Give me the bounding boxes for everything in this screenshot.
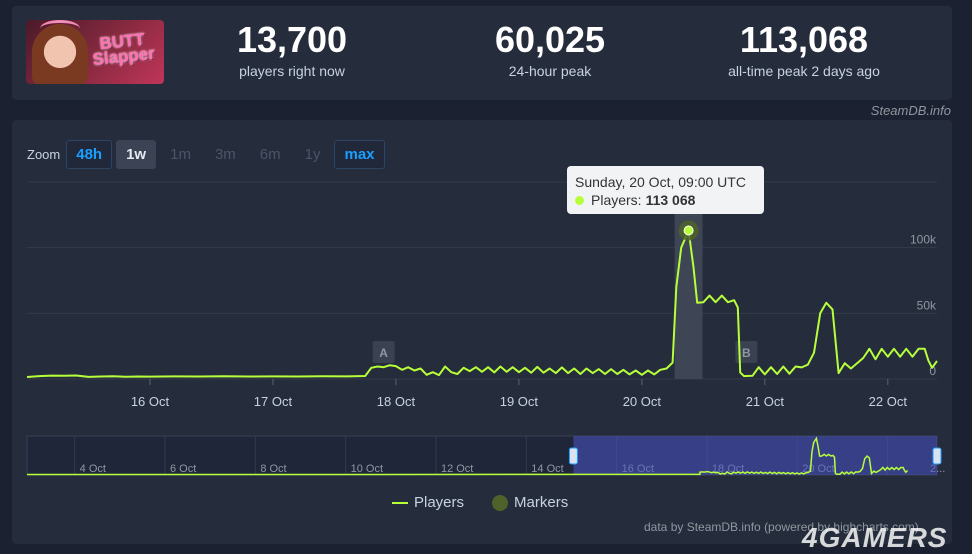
navigator-date-label: 4 Oct	[80, 463, 106, 475]
marker-label: B	[742, 346, 751, 360]
chart-legend: Players Markers	[392, 494, 568, 511]
players-legend-line	[392, 501, 408, 504]
legend-players[interactable]: Players	[414, 494, 465, 511]
all-time-peak-label: all-time peak 2 days ago	[728, 63, 880, 79]
y-tick-label: 0	[929, 364, 936, 378]
navigator-selection	[573, 436, 937, 475]
highcharts-credit[interactable]: data by SteamDB.info (powered by highcha…	[644, 520, 919, 534]
marker-flag	[735, 341, 758, 363]
hover-point	[678, 220, 699, 241]
zoom-selector: Zoom 48h 1w 1m 3m 6m 1y max	[27, 140, 389, 169]
tooltip-date: Sunday, 20 Oct, 09:00 UTC	[575, 174, 746, 190]
x-tick-label: 20 Oct	[623, 394, 662, 409]
navigator-handle-right	[932, 447, 942, 465]
zoom-max-button[interactable]: max	[334, 140, 385, 169]
zoom-1m-button[interactable]: 1m	[170, 146, 191, 163]
navigator-date-label: 12 Oct	[441, 463, 473, 475]
marker-flag	[372, 341, 395, 363]
zoom-1w-button[interactable]: 1w	[116, 140, 157, 169]
x-tick-label: 18 Oct	[377, 394, 416, 409]
tooltip-series-dot	[575, 195, 584, 205]
y-tick-label: 50k	[917, 298, 937, 312]
zoom-6m-button[interactable]: 6m	[259, 146, 281, 163]
hover-crosshair	[674, 182, 703, 379]
players-series-line	[26, 229, 938, 378]
marker-label: A	[379, 346, 388, 360]
character-art	[32, 24, 88, 84]
watermark: 4GAMERS	[802, 522, 948, 553]
navigator-handle-left	[568, 447, 578, 465]
navigator-date-label: 10 Oct	[351, 463, 383, 475]
navigator-date-label: 6 Oct	[170, 463, 196, 475]
x-tick-label: 19 Oct	[500, 394, 539, 409]
current-players-value: 13,700	[236, 19, 348, 60]
stat-24h-peak: 60,025 24-hour peak	[450, 19, 650, 80]
x-tick-label: 17 Oct	[254, 394, 293, 409]
legend-markers[interactable]: Markers	[514, 494, 569, 511]
stat-all-time-peak: 113,068 all-time peak 2 days ago	[704, 19, 904, 80]
x-axis: 16 Oct 17 Oct 18 Oct 19 Oct 20 Oct 21 Oct 22 O…	[131, 379, 908, 409]
tooltip-series-label: Players:	[591, 192, 642, 208]
chart-tooltip: Sunday, 20 Oct, 09:00 UTC Players: 113 0…	[567, 166, 764, 214]
x-tick-label: 21 Oct	[746, 394, 785, 409]
chart-gridlines	[27, 181, 937, 380]
hover-dot	[683, 225, 694, 236]
zoom-48h-button[interactable]: 48h	[66, 140, 113, 169]
24h-peak-label: 24-hour peak	[508, 63, 592, 79]
all-time-peak-value: 113,068	[739, 19, 869, 60]
zoom-1y-button[interactable]: 1y	[304, 146, 321, 163]
tooltip-value: 113 068	[645, 192, 696, 208]
steamdb-credit[interactable]: SteamDB.info	[870, 103, 951, 118]
x-tick-label: 22 Oct	[869, 394, 908, 409]
markers-legend-dot	[492, 494, 509, 511]
navigator-series-line	[26, 436, 909, 476]
x-tick-label: 16 Oct	[131, 394, 170, 409]
navigator-date-label: 8 Oct	[260, 463, 286, 475]
stats-bar: BUTT Slapper 13,700 players right now 60…	[12, 6, 952, 100]
navigator-date-label: 14 Oct	[531, 463, 563, 475]
bunny-ears-art	[40, 20, 80, 37]
zoom-3m-button[interactable]: 3m	[214, 146, 236, 163]
zoom-label: Zoom	[27, 147, 61, 162]
24h-peak-value: 60,025	[494, 19, 606, 60]
tooltip-row: Players: 113 068	[575, 192, 695, 208]
game-thumbnail[interactable]: BUTT Slapper	[26, 20, 164, 84]
y-axis: 0 50k 100k	[910, 233, 937, 378]
y-tick-label: 100k	[910, 233, 937, 247]
stat-current-players: 13,700 players right now	[192, 19, 392, 80]
current-players-label: players right now	[239, 63, 345, 79]
